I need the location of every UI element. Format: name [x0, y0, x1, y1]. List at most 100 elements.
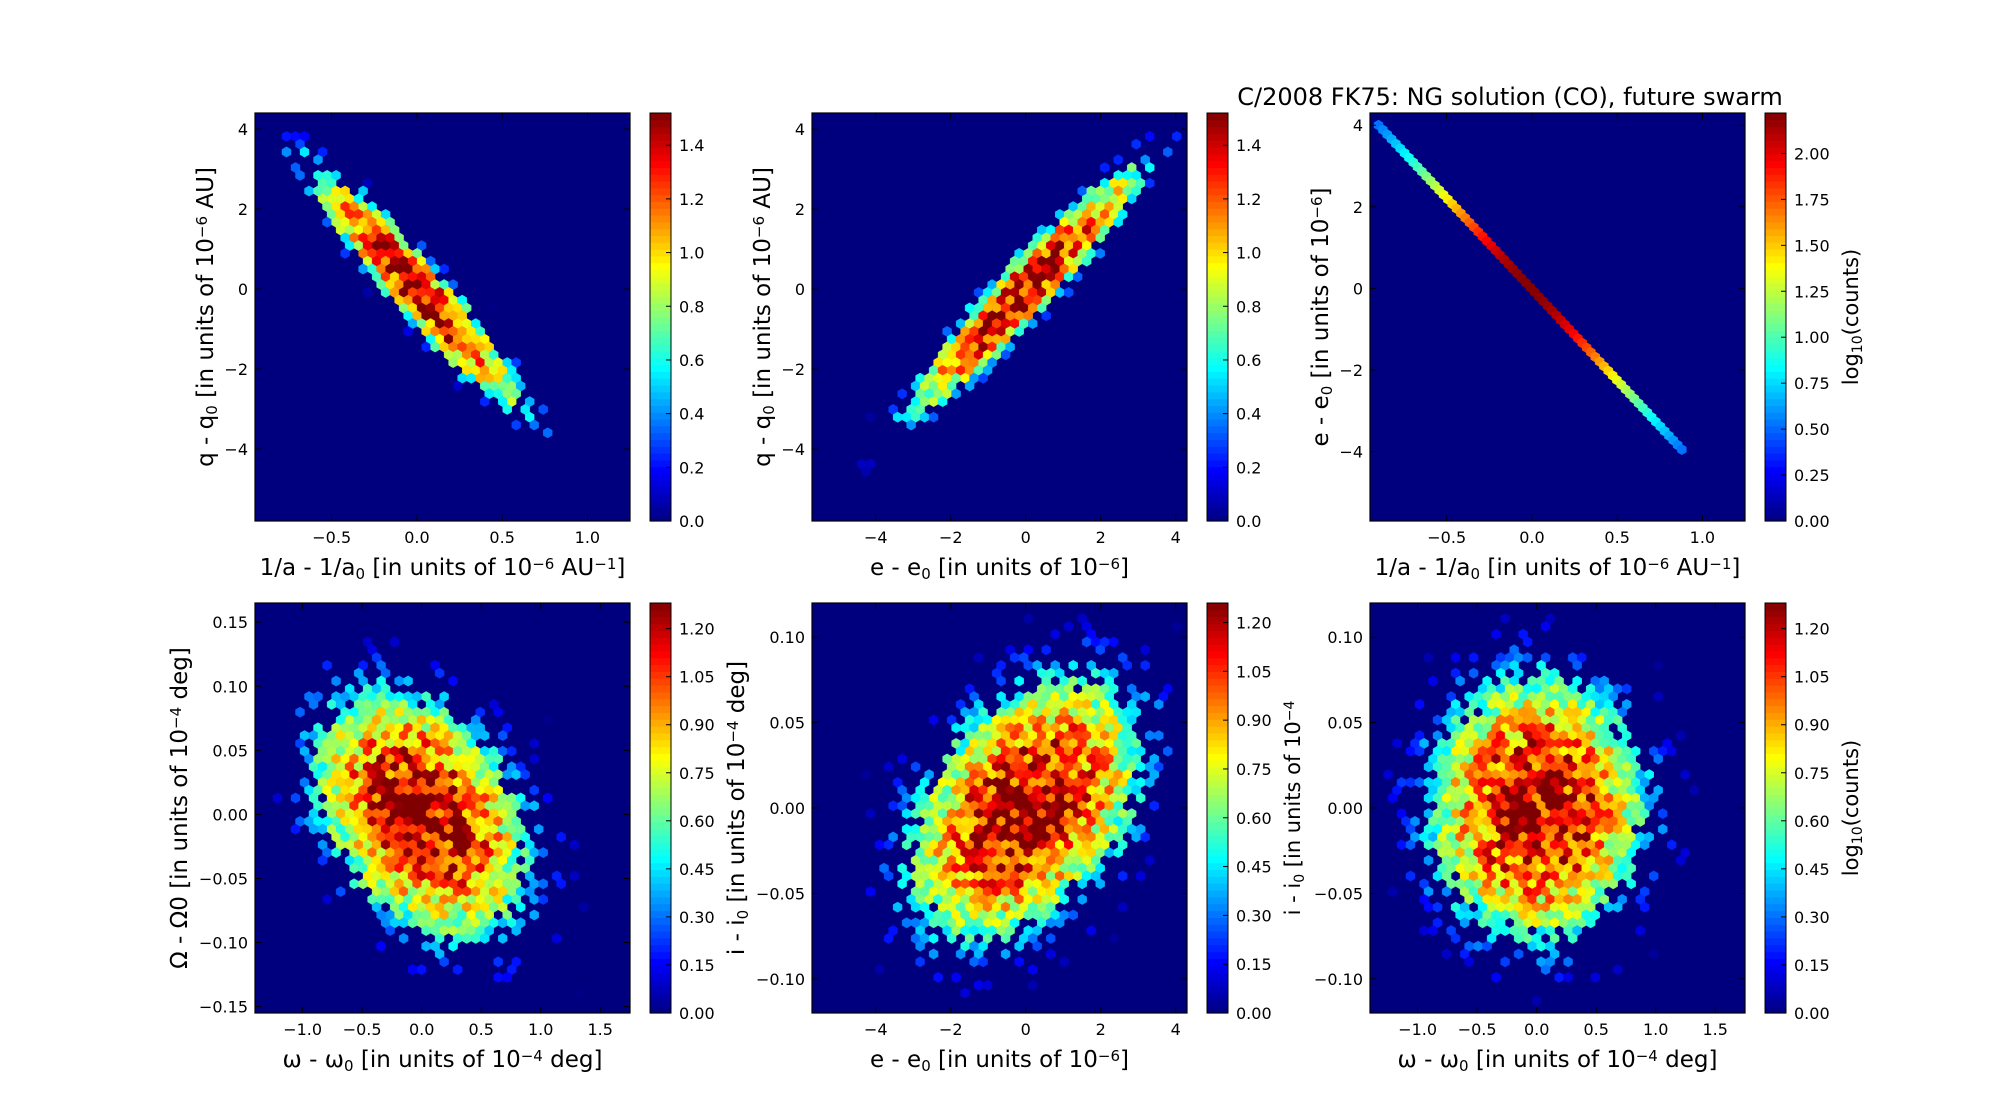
hexbin-cell — [493, 956, 503, 968]
hexbin-cell — [1140, 659, 1150, 671]
colorbar-segment — [1207, 978, 1228, 987]
colorbar-segment — [1207, 194, 1228, 202]
colorbar-segment — [650, 323, 671, 332]
colorbar-segment — [1765, 228, 1786, 236]
hexbin-cell — [1522, 652, 1533, 664]
y-tick-label: −4 — [224, 440, 248, 459]
x-tick-label: 0.0 — [404, 528, 429, 547]
x-tick-label: 0.0 — [409, 1020, 434, 1039]
hexbin-cell — [529, 909, 539, 921]
colorbar-segment — [650, 903, 671, 912]
colorbar-segment — [650, 650, 671, 659]
y-axis-label: q - q0 [in units of 10−6 AU] — [750, 167, 778, 467]
x-tick-label: 0 — [1021, 528, 1031, 547]
hexbin-cell — [1428, 925, 1438, 937]
colorbar-segment — [1765, 883, 1786, 891]
hexbin-cell — [448, 675, 458, 687]
colorbar-segment — [1207, 255, 1228, 264]
colorbar-segment — [1765, 972, 1786, 980]
colorbar-segment — [1207, 181, 1228, 189]
colorbar-segment — [1765, 153, 1786, 162]
colorbar-segment — [1207, 317, 1228, 325]
hexbin-cell — [906, 419, 916, 431]
colorbar-segment — [1207, 876, 1228, 884]
x-tick-label: 1.0 — [528, 1020, 553, 1039]
colorbar-segment — [1207, 276, 1228, 284]
colorbar-segment — [1765, 194, 1786, 202]
hexbin-cell — [1414, 698, 1425, 710]
colorbar-segment — [650, 215, 671, 223]
x-tick-label: 2 — [1096, 528, 1106, 547]
hexbin-cell — [1050, 628, 1060, 640]
colorbar-label: log10(counts) — [1839, 249, 1866, 385]
colorbar-segment — [1207, 153, 1228, 162]
colorbar-segment — [1207, 113, 1228, 121]
colorbar-frame — [649, 602, 672, 1014]
y-tick-label: 0.00 — [769, 799, 805, 818]
y-tick-label: 0.05 — [212, 741, 248, 760]
colorbar-segment — [1207, 140, 1228, 148]
y-axis-label: e - e0 [in units of 10−6] — [1308, 187, 1336, 446]
colorbar-segment — [1765, 965, 1786, 973]
colorbar-tick-label: 0.30 — [1794, 908, 1830, 927]
hexbin-cell — [439, 263, 449, 275]
y-tick-label: 4 — [1353, 116, 1363, 135]
colorbar-segment — [650, 385, 671, 393]
hexbin-cell — [1000, 349, 1011, 361]
colorbar-segment — [1765, 951, 1786, 959]
colorbar-segment — [1765, 391, 1786, 400]
hexbin-cell — [901, 839, 912, 851]
colorbar-segment — [1207, 1006, 1228, 1014]
colorbar-segment — [1207, 500, 1228, 508]
colorbar-segment — [650, 269, 671, 277]
y-tick-label: −0.05 — [756, 884, 805, 903]
hexbin-cells — [281, 130, 553, 439]
y-tick-label: −2 — [224, 360, 248, 379]
hexbin-cell — [1455, 675, 1465, 687]
hexbin-cell — [1113, 216, 1123, 228]
colorbar-segment — [650, 978, 671, 987]
hexbin-cell — [883, 839, 894, 851]
colorbar-segment — [650, 147, 671, 155]
hexbin-cell — [1144, 776, 1155, 788]
colorbar-segment — [1765, 746, 1786, 754]
colorbar-segment — [1765, 801, 1786, 809]
colorbar-segment — [1207, 269, 1228, 277]
colorbar-segment — [650, 221, 671, 230]
colorbar-segment — [1765, 630, 1786, 638]
colorbar: 0.00 0.15 0.30 0.45 0.60 0.75 0.90 1.05 1.20 log1… — [1764, 602, 1866, 1023]
colorbar-segment — [650, 480, 671, 488]
colorbar-segment — [650, 330, 671, 338]
hexbin-cell — [529, 753, 539, 765]
colorbar-segment — [1765, 978, 1786, 987]
hexbin-cell — [439, 956, 449, 968]
hexbin-cell — [1450, 932, 1461, 944]
colorbar-segment — [1765, 453, 1786, 461]
colorbar-segment — [650, 814, 671, 823]
colorbar-tick-label: 1.2 — [1236, 190, 1261, 209]
colorbar-segment — [1207, 160, 1228, 168]
colorbar-segment — [1207, 917, 1228, 925]
x-tick-label: 0 — [1021, 1020, 1031, 1039]
colorbar-segment — [1207, 924, 1228, 932]
colorbar-segment — [650, 126, 671, 134]
colorbar-tick-label: 0.45 — [1794, 860, 1830, 879]
colorbar-segment — [1207, 931, 1228, 939]
colorbar-segment — [1765, 999, 1786, 1007]
colorbar-segment — [1765, 500, 1786, 508]
y-tick-label: −0.15 — [199, 998, 248, 1017]
colorbar-segment — [1765, 623, 1786, 631]
hexbin-cell — [1653, 659, 1663, 671]
colorbar-segment — [1765, 493, 1786, 502]
colorbar-segment — [1207, 398, 1228, 406]
colorbar-segment — [650, 637, 671, 645]
colorbar-segment — [650, 446, 671, 454]
colorbar-segment — [1765, 425, 1786, 434]
hexbin-cell — [538, 878, 548, 890]
colorbar-segment — [1207, 473, 1228, 481]
colorbar-segment — [1765, 787, 1786, 795]
hexbin-cell — [1140, 691, 1150, 703]
colorbar-segment — [650, 412, 671, 420]
colorbar-segment — [1765, 719, 1786, 727]
hexbin-cell — [1135, 870, 1146, 882]
